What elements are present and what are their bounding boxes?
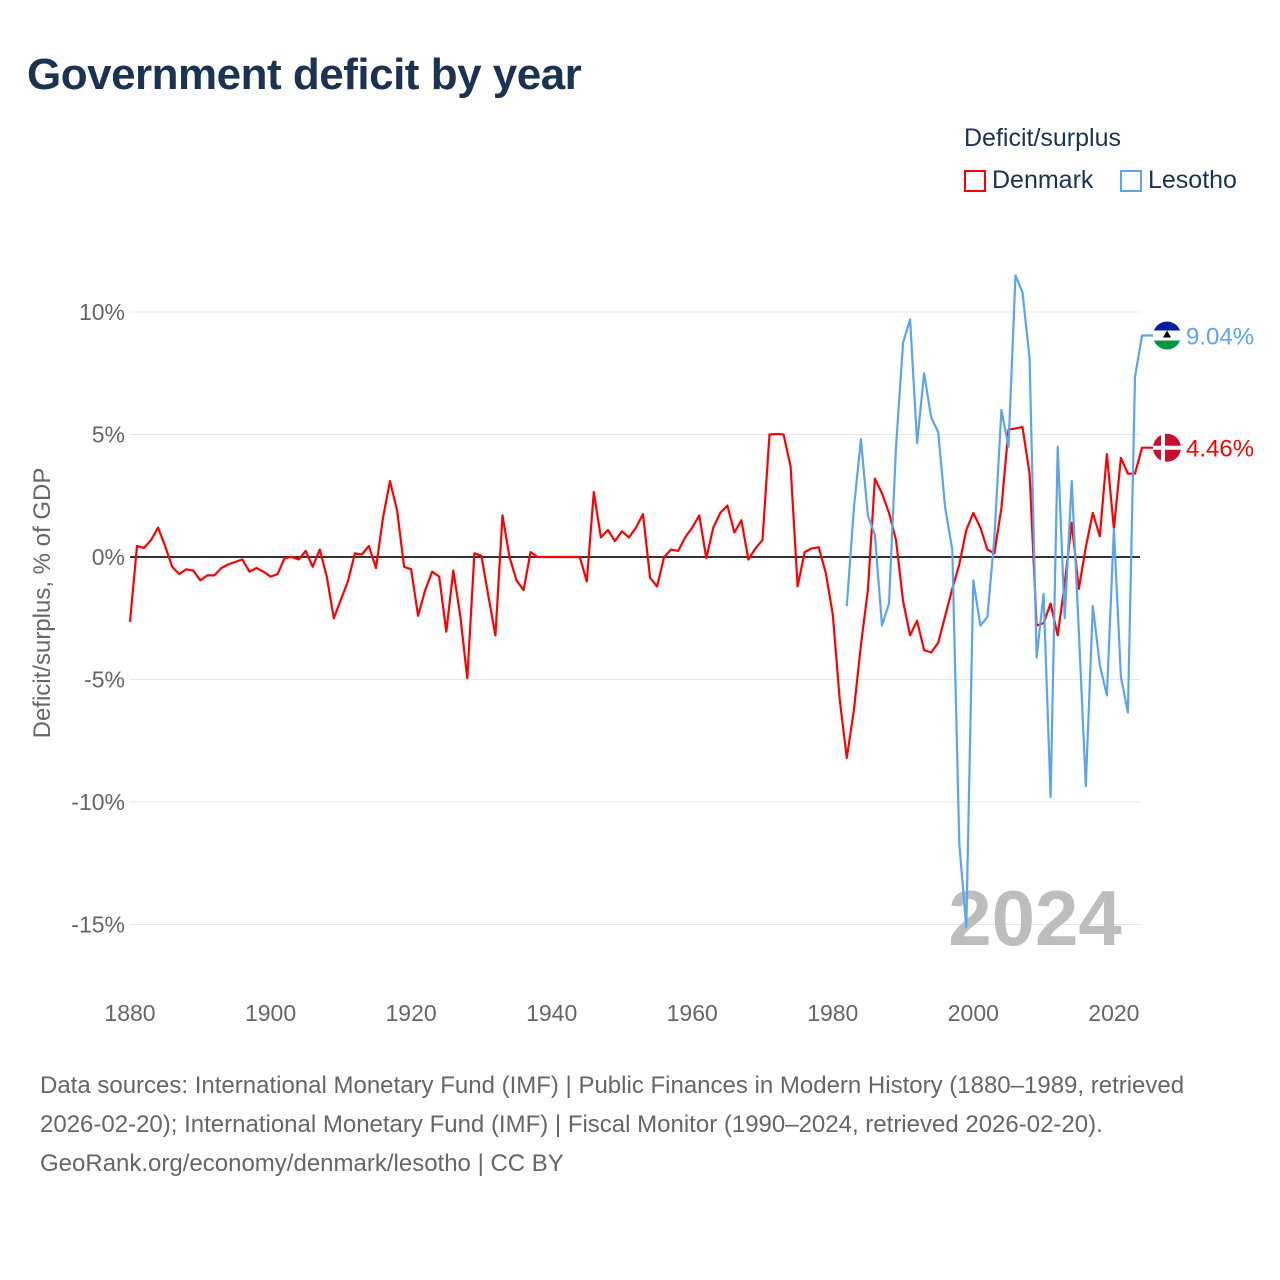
end-value-label-lesotho: 9.04%: [1186, 324, 1254, 351]
x-tick-label: 1880: [104, 1000, 155, 1026]
end-value-label-denmark: 4.46%: [1186, 436, 1254, 463]
legend-title: Deficit/surplus: [964, 124, 1121, 152]
data-sources: Data sources: International Monetary Fun…: [40, 1072, 1185, 1138]
flag-icon-denmark: [1153, 433, 1181, 462]
y-tick-label: -5%: [84, 667, 125, 693]
flag-icon-lesotho: [1153, 321, 1181, 350]
series-line-denmark: [128, 426, 1156, 760]
flag-cross-v: [1161, 433, 1165, 462]
credit-link[interactable]: GeoRank.org/economy/denmark/lesotho | CC…: [40, 1150, 564, 1177]
y-tick-label: 10%: [79, 299, 125, 325]
y-tick-label: 0%: [92, 544, 125, 570]
x-tick-label: 1920: [386, 1000, 437, 1026]
legend-item-lesotho[interactable]: Lesotho: [1120, 166, 1237, 195]
flag-hat: [1163, 330, 1171, 338]
y-tick-label: 5%: [92, 422, 125, 448]
chart-title: Government deficit by year: [27, 50, 582, 99]
footer: Data sources: International Monetary Fun…: [40, 1066, 1240, 1183]
x-tick-label: 1900: [245, 1000, 296, 1026]
legend-swatch-lesotho: [1120, 169, 1142, 192]
flag-cross-h: [1153, 445, 1181, 450]
x-tick-label: 2020: [1088, 1000, 1139, 1026]
series-line-lesotho: [845, 274, 1156, 929]
y-tick-label: -15%: [71, 912, 125, 938]
y-tick-label: -10%: [71, 789, 125, 815]
flag-body: [1153, 321, 1181, 350]
x-tick-label: 1940: [526, 1000, 577, 1026]
legend-label: Denmark: [992, 166, 1094, 194]
x-tick-label: 2000: [948, 1000, 999, 1026]
x-tick-label: 1980: [807, 1000, 858, 1026]
current-year-watermark: 2024: [948, 874, 1122, 962]
legend-swatch-denmark: [964, 169, 986, 192]
flag-band-green: [1153, 340, 1181, 350]
flag-band-blue: [1153, 321, 1181, 331]
legend-label: Lesotho: [1148, 166, 1237, 194]
x-tick-label: 1960: [667, 1000, 718, 1026]
y-axis-label: Deficit/surplus, % of GDP: [29, 468, 56, 739]
legend-item-denmark[interactable]: Denmark: [964, 166, 1093, 195]
